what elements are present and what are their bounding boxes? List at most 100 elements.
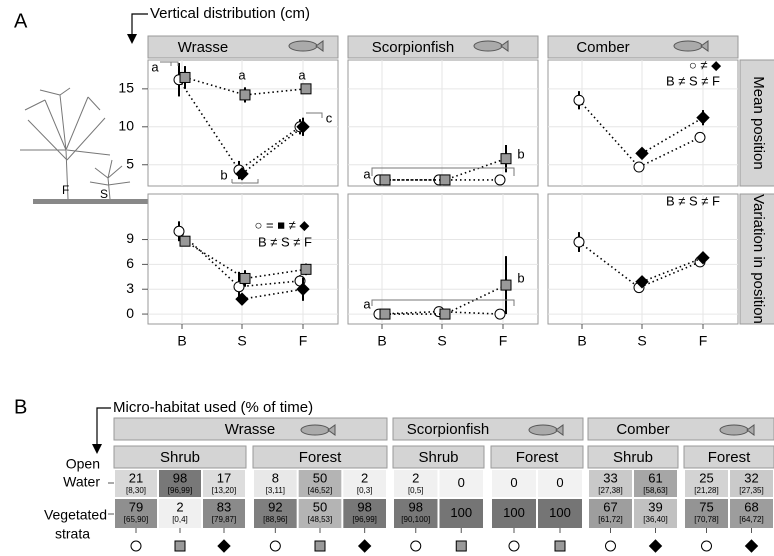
y-tick-label: 10 bbox=[118, 117, 134, 133]
cell-value: 100 bbox=[549, 505, 571, 520]
cell-value: 75 bbox=[699, 499, 713, 514]
cell-value: 32 bbox=[744, 470, 758, 485]
fish-icon bbox=[300, 424, 330, 436]
y-tick-label: 5 bbox=[126, 155, 134, 171]
cell-value: 100 bbox=[503, 505, 525, 520]
point bbox=[174, 540, 186, 552]
point bbox=[696, 251, 710, 265]
arrow-head bbox=[127, 34, 137, 44]
series-line bbox=[641, 257, 704, 283]
fish-icon bbox=[500, 40, 509, 52]
point bbox=[239, 89, 251, 101]
annotation: ○ = ■ ≠ ◆ bbox=[255, 217, 310, 232]
cell-ci: [58,63] bbox=[643, 486, 667, 495]
cell-value: 68 bbox=[744, 499, 758, 514]
annotation: a bbox=[363, 166, 371, 181]
cell bbox=[298, 499, 342, 528]
point bbox=[573, 236, 585, 248]
point bbox=[300, 263, 312, 275]
cell-value: 17 bbox=[217, 470, 231, 485]
cell-value: 98 bbox=[409, 499, 423, 514]
annotation: b bbox=[517, 146, 524, 161]
point bbox=[494, 308, 506, 320]
cell-ci: [70,78] bbox=[694, 515, 718, 524]
fish-icon bbox=[719, 424, 749, 436]
series-line bbox=[241, 126, 304, 175]
strip bbox=[587, 445, 679, 469]
point bbox=[130, 540, 142, 552]
illustration bbox=[20, 87, 148, 204]
panel-label: B bbox=[14, 396, 27, 418]
bracket bbox=[371, 299, 515, 306]
cell bbox=[634, 499, 677, 528]
strip bbox=[683, 445, 774, 469]
annotation: a bbox=[238, 67, 246, 82]
point bbox=[239, 272, 251, 284]
annotation: B ≠ S ≠ F bbox=[666, 73, 720, 88]
cell bbox=[394, 499, 438, 528]
cell bbox=[115, 499, 157, 528]
point bbox=[635, 146, 649, 161]
cell bbox=[203, 470, 245, 497]
cell-value: 0 bbox=[458, 475, 465, 490]
cell-value: 2 bbox=[412, 470, 419, 485]
cell bbox=[634, 470, 677, 497]
table-title: Micro-habitat used (% of time) bbox=[113, 399, 313, 416]
y-tick-label: 9 bbox=[126, 230, 134, 246]
strip bbox=[490, 445, 584, 469]
point bbox=[696, 110, 710, 125]
fish-icon bbox=[473, 40, 503, 52]
fish-icon bbox=[315, 40, 324, 52]
bracket bbox=[306, 112, 323, 118]
point bbox=[217, 539, 231, 553]
fish-icon bbox=[288, 40, 318, 52]
fish-icon bbox=[700, 40, 709, 52]
row-strip-label: Mean position bbox=[750, 76, 767, 169]
point bbox=[300, 83, 312, 95]
annotation: ○ ≠ ◆ bbox=[689, 57, 721, 72]
cell bbox=[492, 499, 536, 528]
series-line bbox=[184, 240, 307, 280]
cell-value: 67 bbox=[603, 499, 617, 514]
row-strip-label: Variation in position bbox=[750, 194, 767, 324]
cell-ci: [3,11] bbox=[266, 486, 285, 495]
panel-label: A bbox=[14, 10, 28, 32]
row-label: Water bbox=[63, 474, 100, 490]
annotation: b bbox=[517, 270, 524, 285]
cell bbox=[343, 499, 386, 528]
annotation: B ≠ S ≠ F bbox=[258, 234, 312, 249]
cell-value: 100 bbox=[450, 505, 472, 520]
cell-value: 2 bbox=[176, 499, 183, 514]
cell-ci: [48,53] bbox=[308, 515, 332, 524]
cell bbox=[730, 499, 773, 528]
strip-label: Scorpionfish bbox=[372, 39, 455, 56]
cell-ci: [27,35] bbox=[739, 486, 763, 495]
cell bbox=[685, 470, 728, 497]
plot-panel bbox=[347, 193, 539, 325]
cell bbox=[492, 470, 536, 497]
annotation: b bbox=[220, 167, 227, 182]
series-line bbox=[641, 116, 704, 155]
fish-icon bbox=[327, 424, 336, 436]
point bbox=[554, 540, 566, 552]
cell bbox=[298, 470, 342, 497]
cell-value: 50 bbox=[313, 499, 327, 514]
cell-value: 0 bbox=[556, 475, 563, 490]
strip bbox=[147, 35, 339, 59]
cell-ci: [8,30] bbox=[126, 486, 146, 495]
annotation: c bbox=[326, 110, 333, 125]
strip-label: Comber bbox=[616, 421, 669, 438]
cell-ci: [64,72] bbox=[739, 515, 763, 524]
cell-ci: [0,4] bbox=[172, 515, 188, 524]
x-tick-label: B bbox=[177, 333, 186, 349]
cell-ci: [21,28] bbox=[694, 486, 718, 495]
illustration-label: F bbox=[62, 183, 69, 197]
point bbox=[455, 540, 467, 552]
strip-label: Shrub bbox=[160, 449, 200, 466]
bracket bbox=[160, 61, 179, 66]
point bbox=[379, 308, 391, 320]
point bbox=[694, 131, 706, 143]
point bbox=[410, 540, 422, 552]
strip-label: Comber bbox=[576, 39, 629, 56]
cell bbox=[439, 499, 483, 528]
